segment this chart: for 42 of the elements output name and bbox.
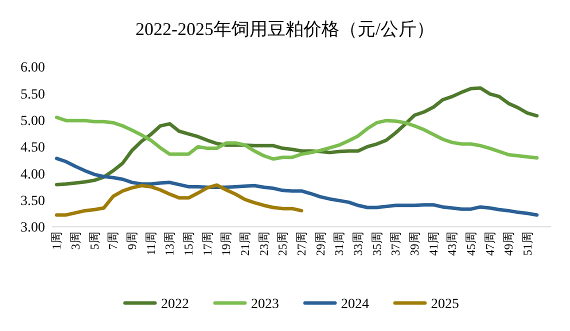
x-tick-label: 35周 bbox=[370, 232, 384, 256]
x-tick-label: 31周 bbox=[332, 232, 346, 256]
x-tick-label: 7周 bbox=[106, 232, 120, 250]
x-tick-label: 45周 bbox=[464, 232, 478, 256]
x-tick-label: 15周 bbox=[182, 232, 196, 256]
y-tick-label: 5.00 bbox=[20, 114, 45, 130]
x-tick-label: 29周 bbox=[313, 232, 328, 256]
y-tick-label: 3.00 bbox=[20, 220, 45, 236]
y-tick-label: 3.50 bbox=[20, 194, 45, 210]
x-tick-label: 11周 bbox=[144, 232, 158, 256]
x-tick-label: 21周 bbox=[238, 232, 252, 256]
x-tick-label: 43周 bbox=[445, 232, 460, 256]
x-tick-label: 9周 bbox=[125, 232, 140, 250]
legend-label: 2024 bbox=[341, 297, 369, 312]
line-series bbox=[54, 86, 539, 186]
y-tick-label: 4.50 bbox=[20, 140, 45, 156]
x-tick-label: 27周 bbox=[294, 232, 308, 256]
line-series bbox=[54, 156, 539, 217]
x-tick-label: 23周 bbox=[256, 232, 271, 256]
y-tick-label: 5.50 bbox=[20, 87, 45, 102]
x-tick-label: 5周 bbox=[87, 232, 102, 250]
x-tick-label: 19周 bbox=[219, 232, 234, 256]
x-tick-label: 49周 bbox=[502, 232, 516, 256]
x-tick-label: 13周 bbox=[162, 232, 177, 256]
line-series bbox=[54, 183, 304, 217]
x-tick-label: 3周 bbox=[68, 232, 83, 250]
x-tick-label: 33周 bbox=[350, 232, 365, 256]
x-tick-label: 39周 bbox=[407, 232, 422, 256]
legend-label: 2023 bbox=[251, 297, 279, 312]
x-tick-label: 17周 bbox=[200, 232, 214, 256]
x-tick-label: 51周 bbox=[520, 232, 534, 256]
x-tick-label: 37周 bbox=[388, 232, 403, 256]
legend-label: 2022 bbox=[161, 297, 189, 312]
x-tick-label: 25周 bbox=[276, 232, 290, 256]
y-tick-label: 6.00 bbox=[20, 60, 45, 76]
legend-label: 2025 bbox=[431, 297, 459, 312]
chart-title: 2022-2025年饲用豆粕价格（元/公斤） bbox=[136, 19, 434, 39]
x-tick-label: 1周 bbox=[50, 232, 64, 250]
line-series bbox=[54, 116, 539, 161]
x-tick-label: 41周 bbox=[426, 232, 440, 256]
y-tick-label: 4.00 bbox=[20, 167, 45, 182]
x-tick-label: 47周 bbox=[482, 232, 497, 256]
